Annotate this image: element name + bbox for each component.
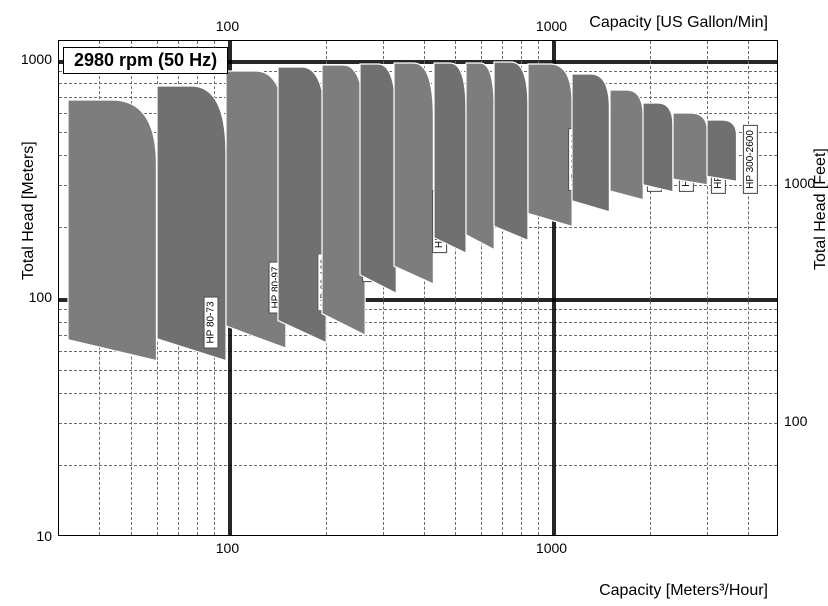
pump-selection-chart: Capacity [US Gallon/Min] Capacity [Meter…	[0, 0, 828, 606]
axis-tick-label: 1000	[536, 540, 567, 556]
axis-bottom-ticks: 100 1000	[0, 0, 828, 606]
axis-tick-label: 100	[216, 540, 239, 556]
